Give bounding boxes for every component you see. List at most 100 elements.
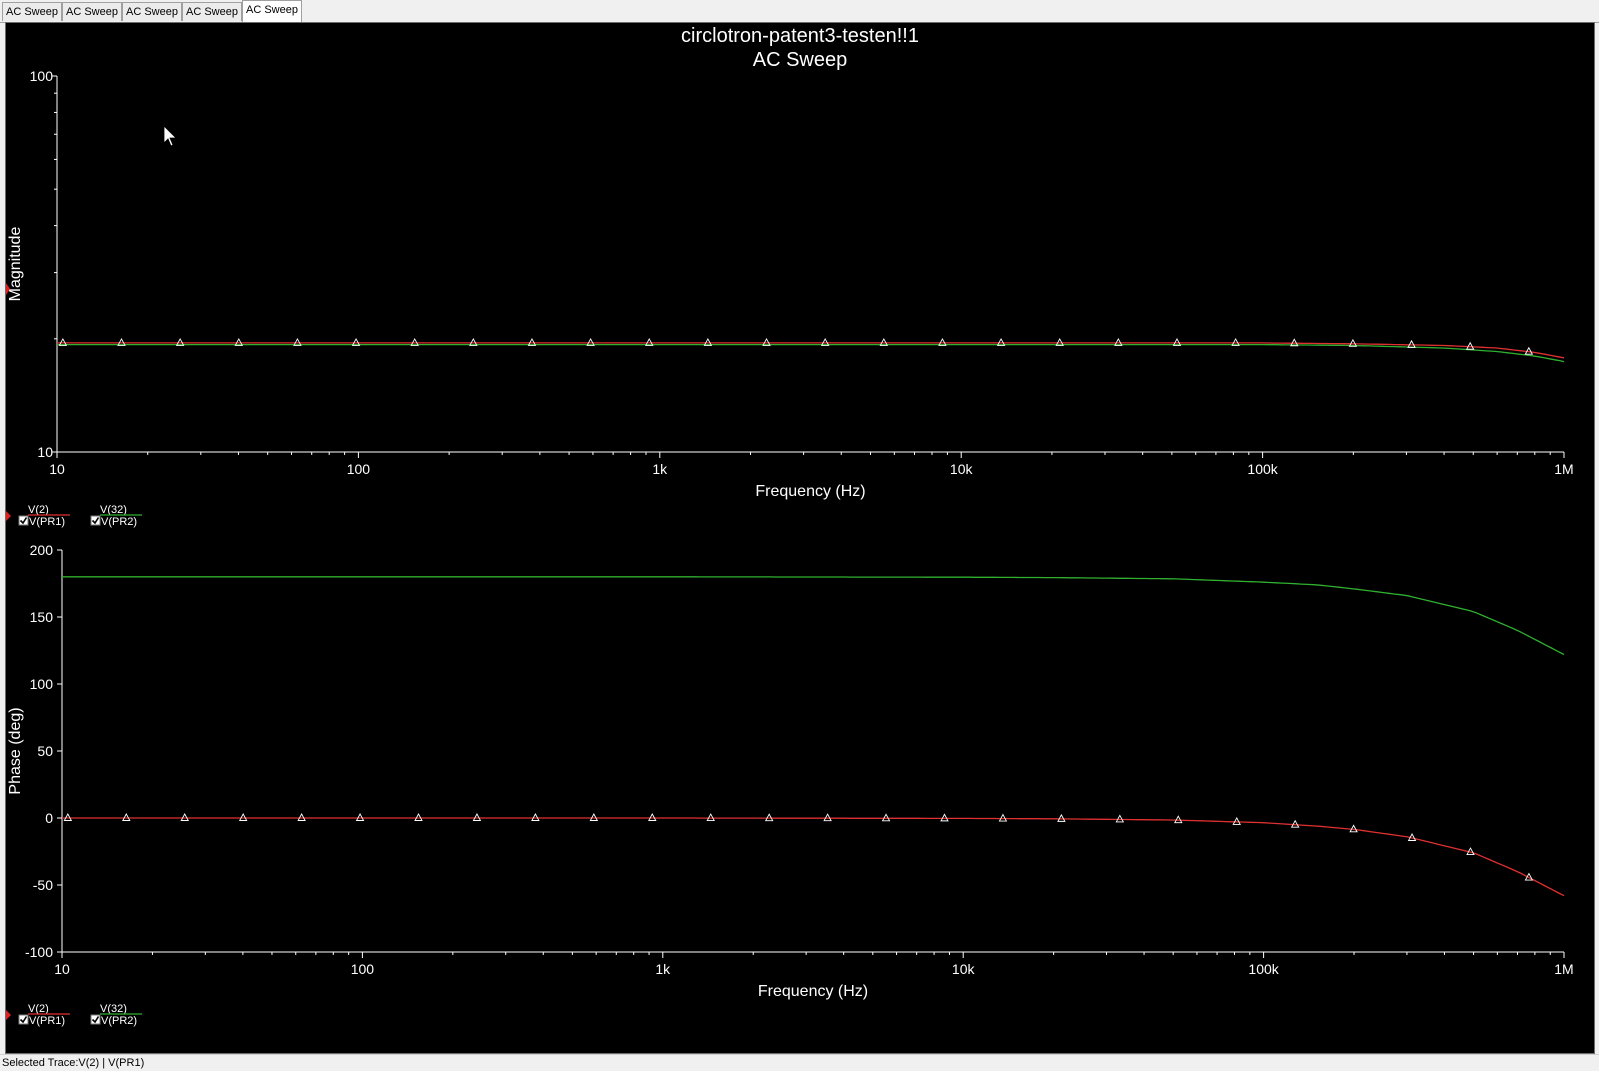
x-tick-label: 100k [1248,961,1279,977]
x-tick-label: 1k [652,461,668,477]
y-tick-label: 0 [45,810,53,826]
x-axis-label: Frequency (Hz) [755,483,865,500]
data-point-marker [586,337,595,346]
data-point-marker [1465,341,1475,350]
tab-ac-sweep-4[interactable]: AC Sweep [182,2,242,21]
data-point-marker [414,813,423,821]
tab-bar: AC Sweep AC Sweep AC Sweep AC Sweep AC S… [0,0,1599,23]
legend-probe-name: V(PR2) [101,516,137,528]
data-point-marker [297,813,306,821]
plot-title: circlotron-patent3-testen!!1 [681,25,919,47]
x-tick-label: 10k [950,461,974,477]
data-point-marker [1407,833,1417,841]
series-line-v2 [62,817,1565,897]
x-tick-label: 10k [952,961,976,977]
check-icon [19,517,28,525]
data-point-marker [1172,337,1182,346]
data-point-marker [1114,337,1123,346]
phase-legend: V(2)V(PR1) V(32)V(PR2) [6,1003,142,1027]
x-tick-label: 100 [351,961,375,977]
status-bar: Selected Trace:V(2) | V(PR1) [0,1054,1599,1071]
data-point-marker [410,337,419,346]
data-point-marker [762,337,771,346]
tab-ac-sweep-2[interactable]: AC Sweep [62,2,122,21]
data-point-marker [644,337,654,346]
legend-checkbox [90,515,101,526]
legend-trace-name: V(32) [100,504,127,516]
data-point-marker [938,337,947,346]
y-tick-label: -100 [25,944,53,960]
selected-trace-marker-icon [6,511,11,521]
data-point-marker [527,337,537,346]
data-point-marker [1174,815,1183,824]
data-point-marker [293,337,302,346]
data-point-marker [122,813,131,821]
data-point-marker [879,337,889,346]
x-tick-label: 100 [347,461,371,477]
check-icon [91,517,100,525]
data-point-marker [469,337,478,346]
selected-trace-marker-icon [6,1010,11,1020]
check-icon [19,1016,28,1024]
tab-ac-sweep-1[interactable]: AC Sweep [2,2,62,21]
tab-ac-sweep-3[interactable]: AC Sweep [122,2,182,21]
legend-probe-name: V(PR1) [29,516,65,528]
series-line-v32 [62,576,1565,656]
series-line-v32 [57,343,1565,363]
data-point-marker [1290,819,1300,828]
plot-subtitle: AC Sweep [753,49,848,71]
x-tick-label: 100k [1247,461,1278,477]
check-icon [91,1016,100,1024]
tab-ac-sweep-5[interactable]: AC Sweep [242,0,302,22]
data-point-marker [63,813,73,821]
magnitude-chart[interactable]: 10 100 1k 10k 100k 1M 10 100 Frequency (Hz) Magni… [6,68,1574,500]
data-point-marker [1115,814,1125,823]
series-line-v2 [57,342,1565,359]
magnitude-legend: V(2)V(PR1) V(32)V(PR2) [6,504,142,528]
data-point-marker [589,813,599,821]
legend-trace-name: V(2) [28,504,49,516]
data-point-marker [1055,337,1064,346]
y-tick-label: 10 [37,444,53,460]
data-point-marker [1348,338,1358,347]
y-axis-label: Phase (deg) [7,707,24,794]
data-point-marker [351,337,361,346]
x-tick-label: 1M [1554,461,1573,477]
legend-probe-name: V(PR1) [29,1015,65,1027]
data-point-marker [1232,816,1241,825]
x-axis-label: Frequency (Hz) [758,983,868,1000]
legend-trace-name: V(32) [100,1003,127,1015]
data-point-marker [531,813,540,821]
phase-chart[interactable]: 10 100 1k 10k 100k 1M -100 -50 0 50 100 150 200 Frequ… [7,542,1574,1000]
data-point-marker [998,813,1008,822]
axis-selected-marker-icon [6,283,10,295]
x-tick-label: 1k [655,961,671,977]
plot-area[interactable]: circlotron-patent3-testen!!1 AC Sweep 10… [5,22,1595,1054]
legend-checkbox [18,1014,29,1025]
data-point-marker [996,337,1006,346]
legend-checkbox [18,515,29,526]
legend-checkbox [90,1014,101,1025]
legend-trace-name: V(2) [28,1003,49,1015]
data-point-marker [1231,337,1240,346]
data-point-marker [764,813,774,822]
plot-canvas[interactable]: circlotron-patent3-testen!!1 AC Sweep 10… [6,23,1594,1053]
data-point-marker [58,337,68,346]
y-axis-label: Magnitude [7,227,24,302]
data-point-marker [703,337,713,346]
data-point-marker [1407,339,1416,348]
data-point-marker [706,813,715,822]
x-tick-label: 1M [1554,961,1573,977]
data-point-marker [355,813,365,821]
data-point-marker [823,813,832,822]
y-tick-label: 150 [30,609,54,625]
data-point-marker [238,813,248,821]
data-point-marker [175,337,185,346]
y-tick-label: 50 [37,743,53,759]
data-point-marker [1524,346,1534,355]
y-tick-label: 100 [30,68,54,84]
data-point-marker [820,337,830,346]
y-tick-label: 200 [30,542,54,558]
data-point-marker [940,813,949,822]
data-point-marker [881,813,891,822]
